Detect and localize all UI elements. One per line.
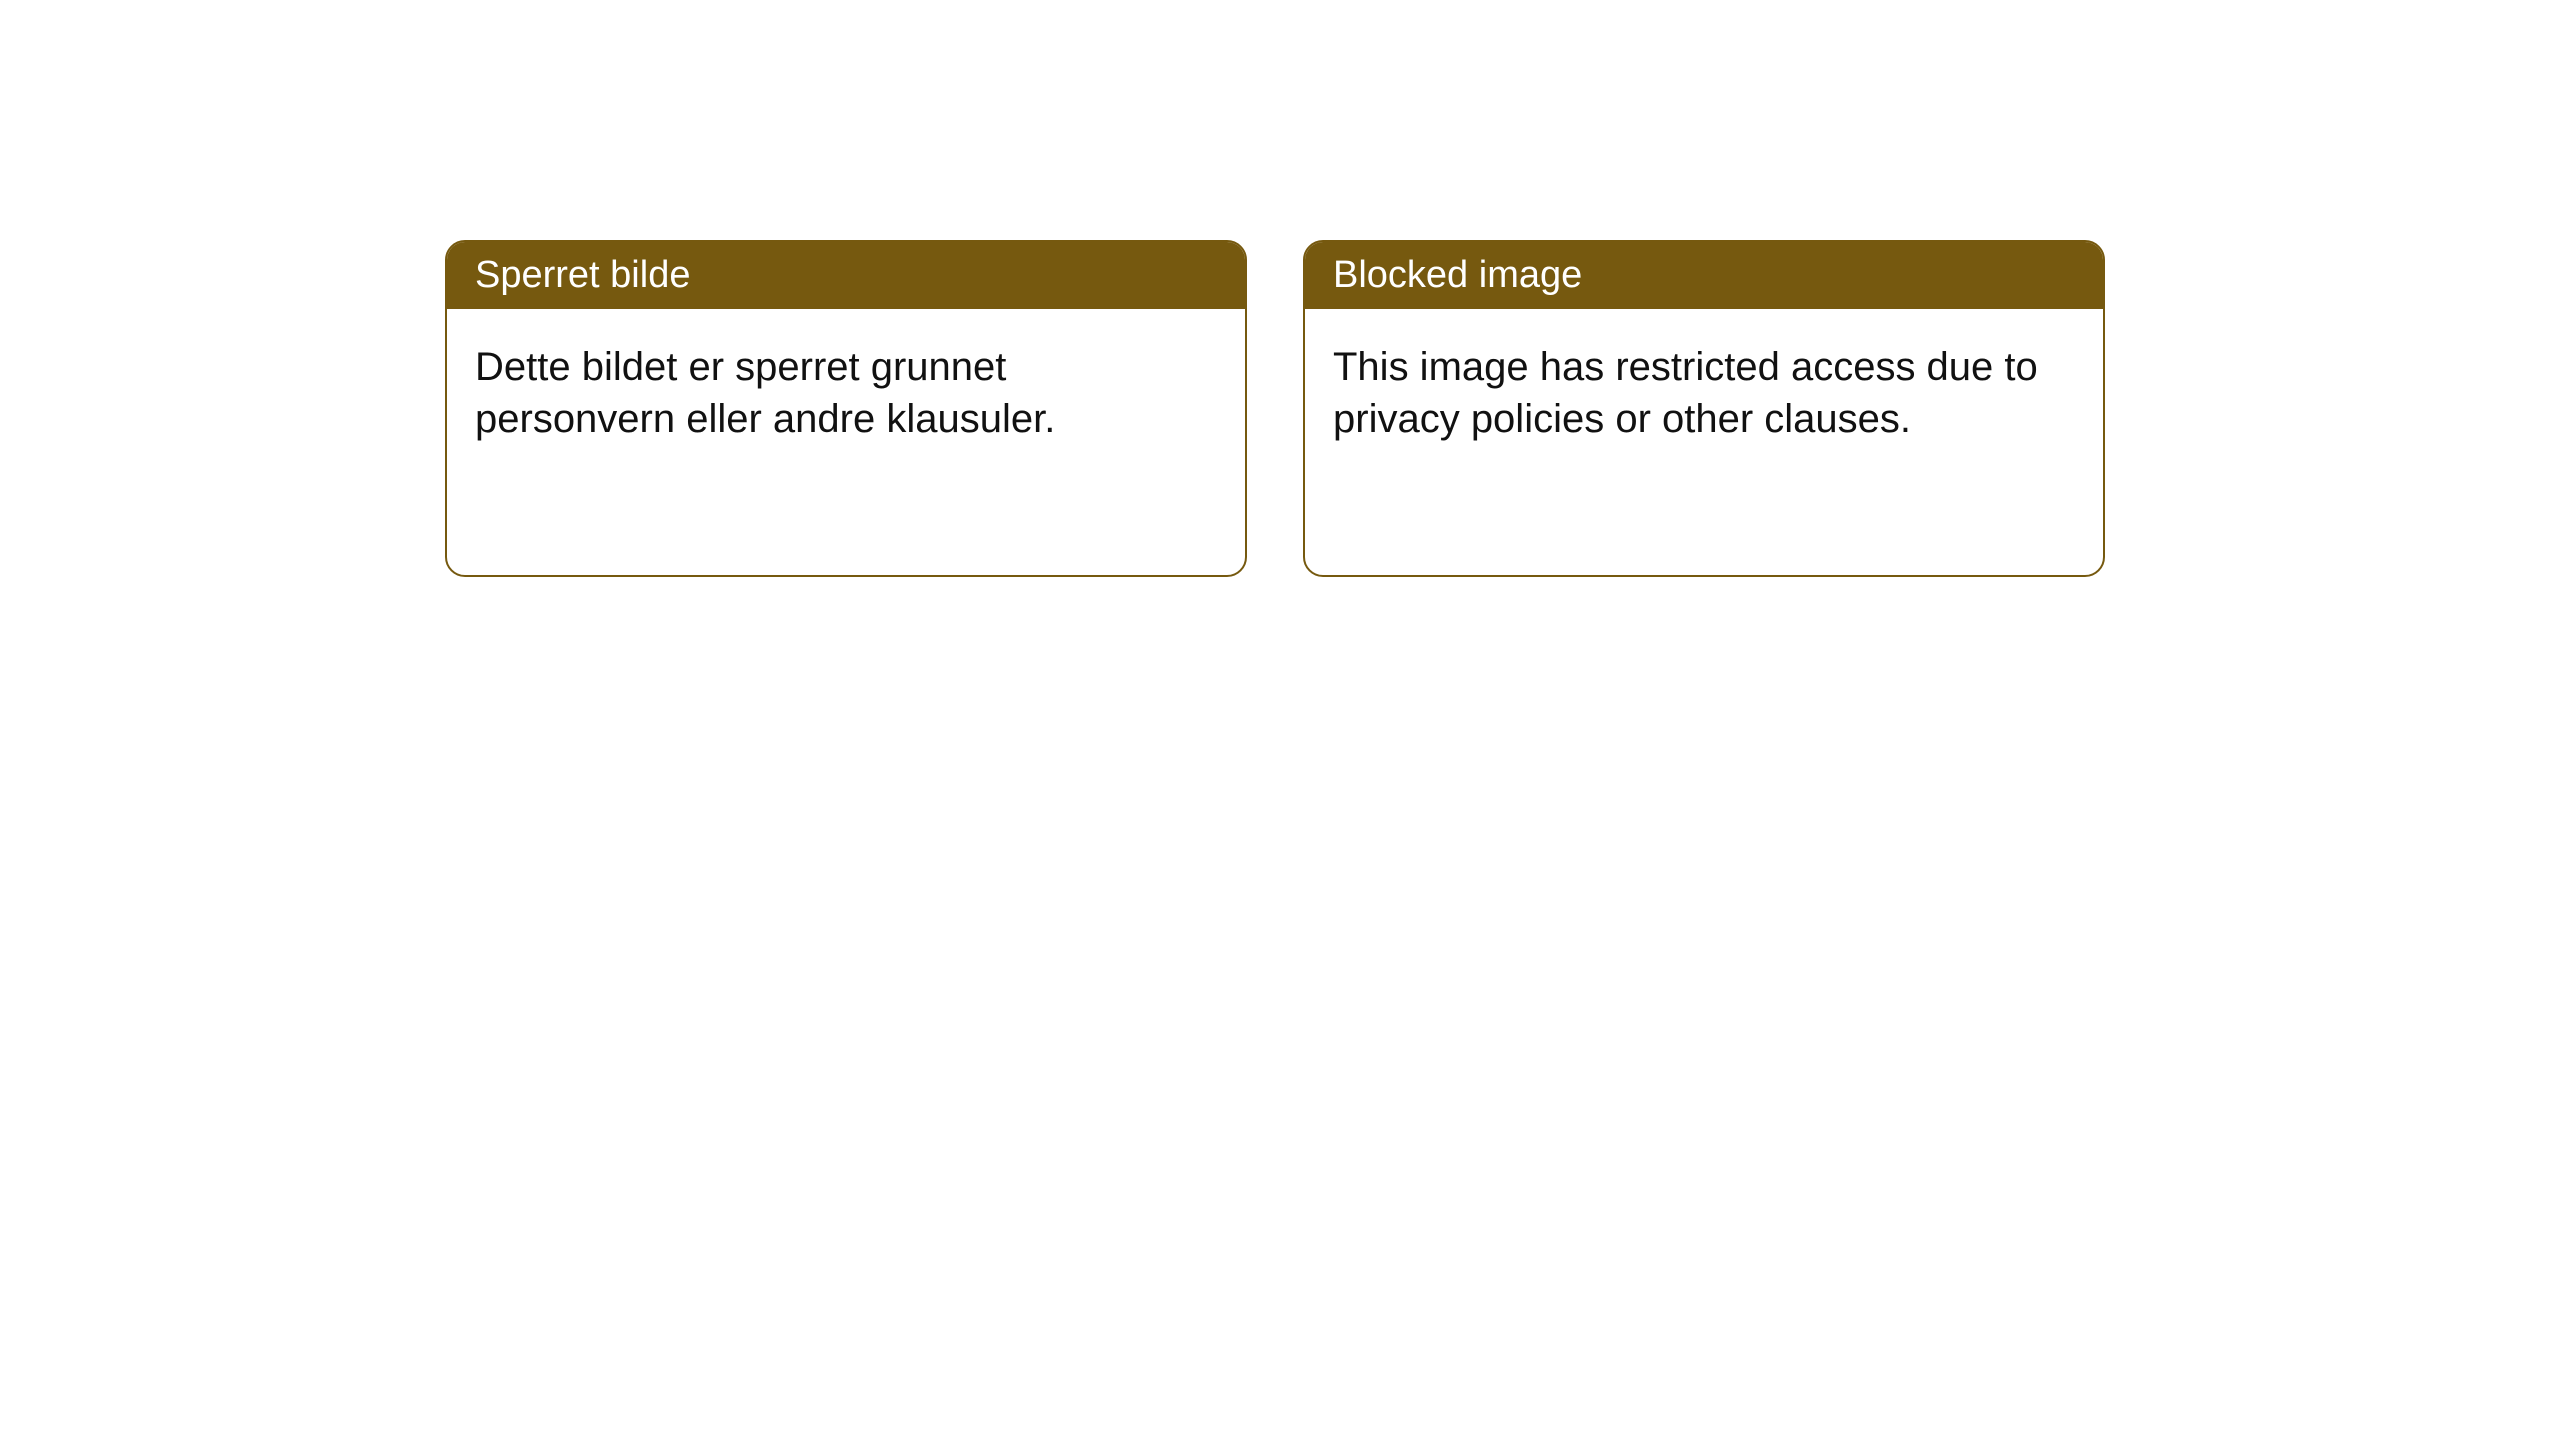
notice-card-english: Blocked image This image has restricted … — [1303, 240, 2105, 577]
notice-card-norwegian: Sperret bilde Dette bildet er sperret gr… — [445, 240, 1247, 577]
notice-title: Sperret bilde — [447, 242, 1245, 309]
notice-body: This image has restricted access due to … — [1305, 309, 2103, 477]
notice-body: Dette bildet er sperret grunnet personve… — [447, 309, 1245, 477]
notice-container: Sperret bilde Dette bildet er sperret gr… — [0, 0, 2560, 577]
notice-title: Blocked image — [1305, 242, 2103, 309]
